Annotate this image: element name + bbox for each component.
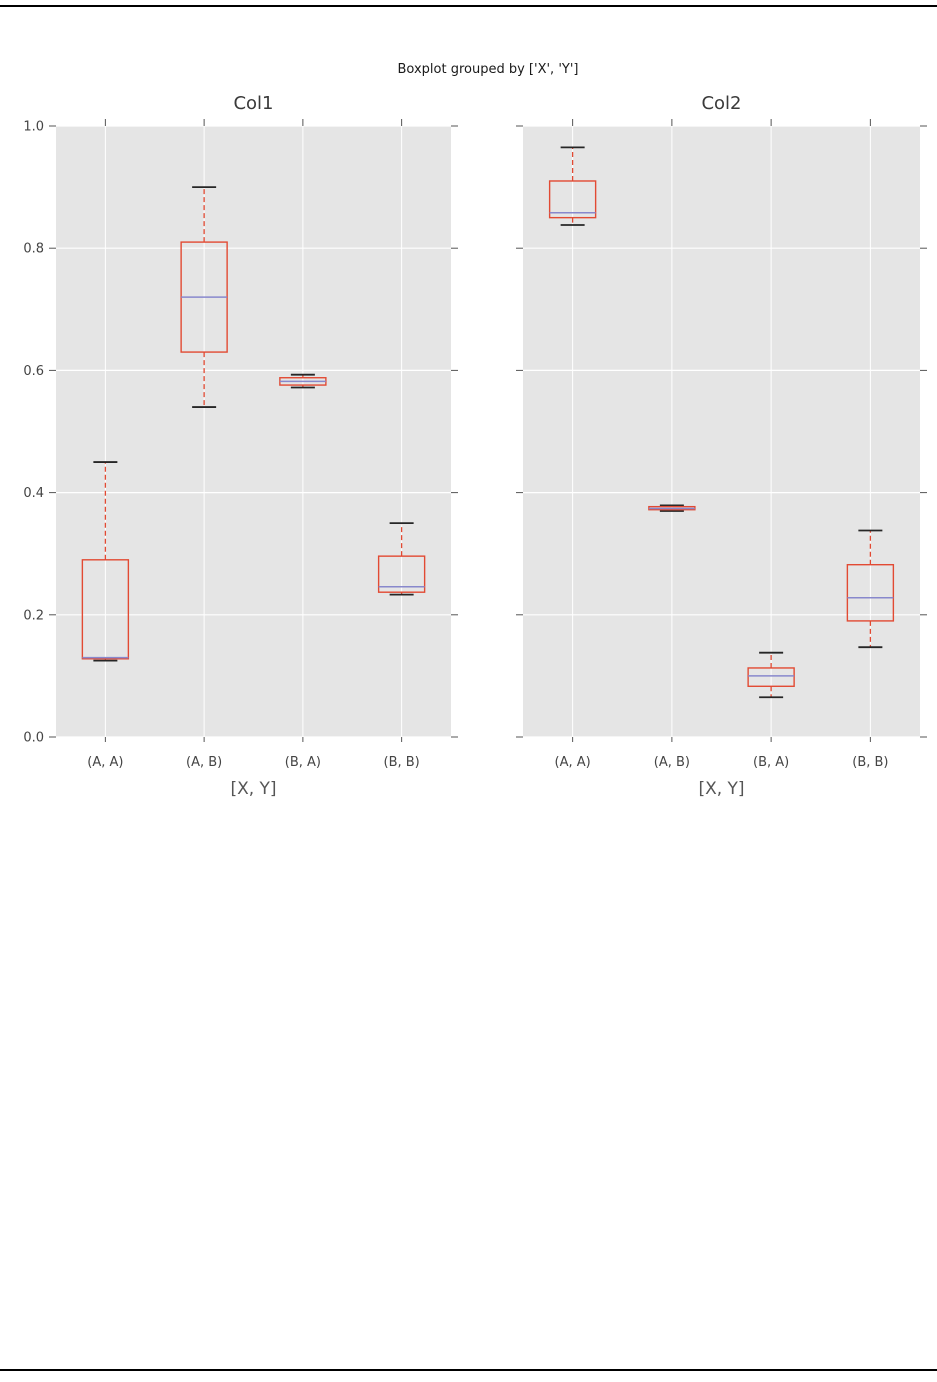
x-tick-label: (B, B) bbox=[852, 755, 888, 770]
box-(B, B) bbox=[846, 529, 895, 649]
x-tick-label: (B, B) bbox=[384, 755, 420, 770]
axes-Col2: (A, A) (A, B) (B, A) (B, B) bbox=[516, 119, 927, 770]
top-border-line bbox=[0, 5, 937, 7]
x-axis-label-col1: [X, Y] bbox=[230, 779, 277, 799]
box-rect bbox=[846, 563, 895, 622]
figure-suptitle: Boxplot grouped by ['X', 'Y'] bbox=[397, 62, 579, 77]
x-tick-label: (A, A) bbox=[555, 755, 591, 770]
boxplot-canvas: 0.0 0.2 0.4 0.6 0.8 1.0 (A, A) (A, B) (B, A) (B, … bbox=[23, 119, 927, 770]
plot-background bbox=[523, 126, 920, 737]
box-(A, B) bbox=[648, 504, 696, 512]
subplot-title-col2: Col2 bbox=[701, 93, 742, 114]
y-tick-label: 0.0 bbox=[23, 731, 44, 746]
bottom-border-line bbox=[0, 1369, 937, 1371]
box-(A, A) bbox=[81, 461, 130, 662]
x-tick-label: (A, B) bbox=[186, 755, 222, 770]
box-rect bbox=[81, 559, 130, 660]
plot-background bbox=[56, 126, 451, 737]
axes-Col1: 0.0 0.2 0.4 0.6 0.8 1.0 (A, A) (A, B) (B, A) (B, … bbox=[23, 119, 458, 770]
y-tick-label: 0.6 bbox=[23, 364, 44, 379]
box-(B, A) bbox=[279, 373, 327, 389]
y-tick-label: 0.8 bbox=[23, 242, 44, 257]
y-tick-label: 1.0 bbox=[23, 120, 44, 135]
box-rect bbox=[377, 555, 426, 593]
boxplot-figure: Boxplot grouped by ['X', 'Y'] Col1 Col2 … bbox=[23, 62, 927, 799]
box-(A, B) bbox=[180, 186, 228, 408]
box-rect bbox=[548, 180, 597, 219]
box-(B, B) bbox=[377, 522, 426, 596]
x-tick-label: (B, A) bbox=[753, 755, 789, 770]
x-tick-label: (B, A) bbox=[285, 755, 321, 770]
box-(A, A) bbox=[548, 146, 597, 226]
y-tick-label: 0.4 bbox=[23, 486, 44, 501]
y-tick-label: 0.2 bbox=[23, 608, 44, 623]
x-axis-label-col2: [X, Y] bbox=[698, 779, 745, 799]
box-rect bbox=[747, 667, 795, 687]
x-tick-label: (A, A) bbox=[87, 755, 123, 770]
subplot-title-col1: Col1 bbox=[233, 93, 274, 114]
box-(B, A) bbox=[747, 651, 795, 699]
x-tick-label: (A, B) bbox=[654, 755, 690, 770]
